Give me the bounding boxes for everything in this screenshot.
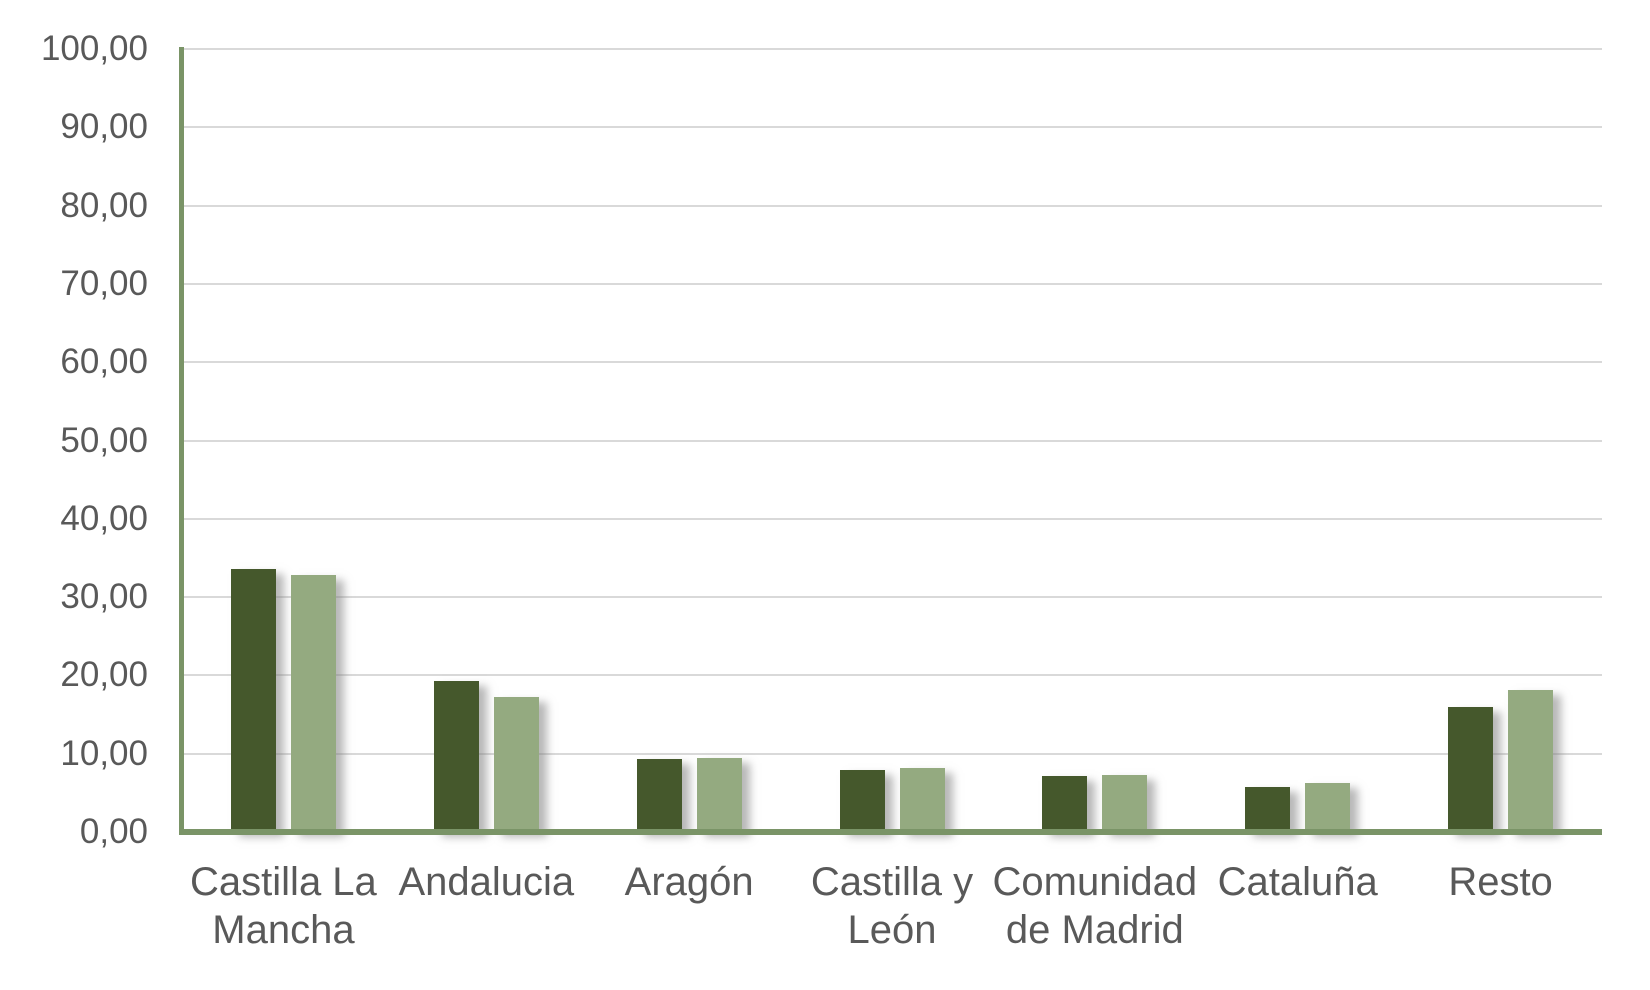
y-tick-label: 30,00	[60, 577, 148, 617]
y-tick-label: 80,00	[60, 185, 148, 225]
x-category-label-line: Resto	[1448, 860, 1553, 904]
gridline	[182, 204, 1602, 207]
bar-light-green-series-1	[493, 697, 539, 832]
x-category-label-line: León	[847, 908, 937, 952]
bar-light-green-series-0	[290, 575, 336, 832]
x-category-label-line: Castilla La	[190, 860, 377, 904]
bar-light-green-series-4	[1102, 774, 1148, 832]
x-category-label: Resto	[1371, 858, 1631, 906]
bar-dark-green-series-4	[1042, 775, 1088, 832]
y-tick-label: 20,00	[60, 655, 148, 695]
plot-area	[182, 48, 1602, 832]
gridline	[182, 674, 1602, 677]
gridline	[182, 48, 1602, 50]
x-category-label: Comunidad de Madrid	[965, 858, 1225, 954]
bar-dark-green-series-3	[839, 770, 885, 832]
bar-light-green-series-6	[1508, 690, 1554, 832]
bar-light-green-series-5	[1305, 783, 1351, 832]
y-tick-label: 60,00	[60, 342, 148, 382]
gridline	[182, 596, 1602, 599]
gridline	[182, 282, 1602, 285]
gridline	[182, 361, 1602, 364]
bar-light-green-series-3	[899, 767, 945, 832]
x-category-label-line: Cataluña	[1217, 860, 1378, 904]
y-tick-label: 90,00	[60, 107, 148, 147]
x-category-label-line: Andalucia	[398, 860, 575, 904]
bar-dark-green-series-6	[1448, 706, 1494, 832]
bar-dark-green-series-1	[433, 680, 479, 832]
gridline	[182, 126, 1602, 129]
x-category-label-line: Aragón	[624, 860, 754, 904]
x-category-label: Andalucia	[356, 858, 616, 906]
bar-dark-green-series-2	[636, 759, 682, 832]
gridline	[182, 752, 1602, 755]
x-axis-line	[179, 829, 1602, 835]
x-category-label: Cataluña	[1168, 858, 1428, 906]
gridline	[182, 439, 1602, 442]
x-category-label-line: Comunidad	[992, 860, 1198, 904]
x-category-label-line: Castilla y	[810, 860, 974, 904]
x-category-label: Aragón	[559, 858, 819, 906]
x-category-label: Castilla y León	[762, 858, 1022, 954]
bar-dark-green-series-0	[230, 568, 276, 832]
x-category-label-line: Mancha	[212, 908, 355, 952]
y-tick-label: 10,00	[60, 733, 148, 773]
y-tick-label: 100,00	[40, 29, 148, 68]
x-category-label: Castilla La Mancha	[153, 858, 413, 954]
gridline	[182, 517, 1602, 520]
y-axis-line	[179, 47, 184, 834]
bar-dark-green-series-5	[1245, 787, 1291, 832]
y-tick-label: 40,00	[60, 498, 148, 538]
y-tick-label: 50,00	[60, 420, 148, 460]
bar-light-green-series-2	[696, 757, 742, 832]
y-tick-label: 0,00	[79, 812, 148, 851]
x-category-label-line: de Madrid	[1005, 908, 1184, 952]
y-tick-label: 70,00	[60, 263, 148, 303]
